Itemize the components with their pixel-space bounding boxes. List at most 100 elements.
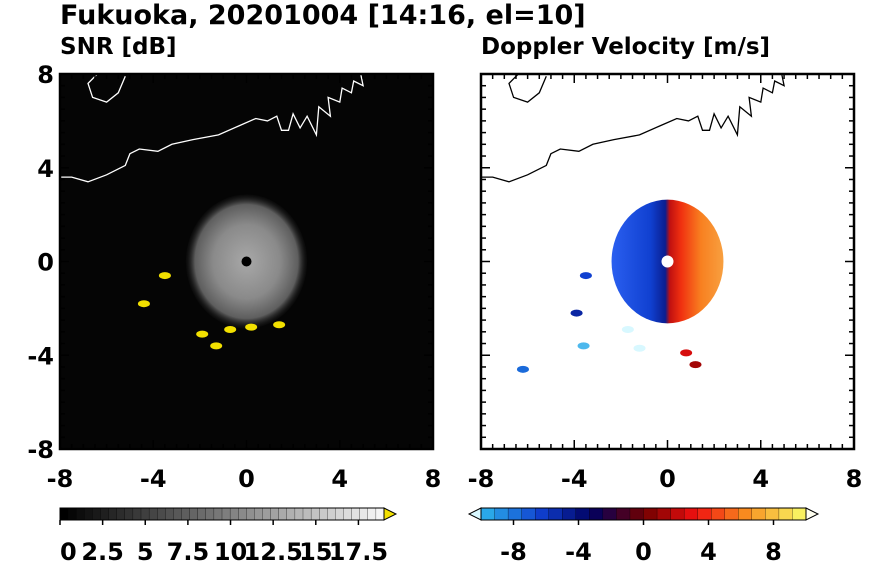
echo-cluster [680,349,693,357]
colorbar-segment [697,507,712,521]
colorbar-tick-label: 0 [60,538,77,566]
snr-axis-ticks: -8 -4 0 4 8 -8 -4 0 4 8 [27,61,441,493]
radar-site-marker [241,256,252,267]
colorbar-tick-label: 7.5 [167,538,210,566]
colorbar-segment [367,507,377,521]
colorbar-segment [751,507,766,521]
colorbar-tick-label: 4 [700,538,717,566]
colorbar-segment [480,507,495,521]
figure-title: Fukuoka, 20201004 [14:16, el=10] [60,0,586,31]
colorbar-segment [294,507,304,521]
x-tick-label: 4 [331,465,348,493]
colorbar-segment [197,507,207,521]
colorbar-segment [683,507,699,521]
colorbar-segment [221,507,231,521]
colorbar-extend-max [383,507,398,521]
colorbar-segment [335,507,344,521]
colorbar-segment [670,507,685,521]
colorbar-tick-label: 12.5 [244,538,303,566]
coastline-path [481,74,786,183]
radar-site-marker [661,255,674,268]
colorbar-segment [778,507,793,521]
echo-cluster [245,323,258,331]
colorbar-segment [100,507,110,521]
colorbar-extend-max [805,507,820,521]
doppler-panel-title: Doppler Velocity [m/s] [481,34,771,60]
colorbar-segment [521,507,536,521]
y-tick-label: 0 [37,249,54,277]
colorbar-tick-label: -4 [565,538,592,566]
colorbar-segment [319,507,328,521]
colorbar-segment [262,507,272,521]
echo-cluster [570,309,583,317]
x-tick-label: 0 [659,465,676,493]
colorbar-tick-label: 10 [214,538,247,566]
colorbar-segment [116,507,126,521]
colorbar-segment [140,507,150,521]
echo-cluster [579,272,592,280]
colorbar-segment [535,507,550,521]
echo-cluster [210,342,223,350]
echo-cluster [577,342,590,350]
coastline-path [60,74,365,183]
colorbar-segment [765,507,780,521]
colorbar-segment [165,507,174,521]
colorbar-segment [359,507,369,521]
colorbar-segment [602,507,617,521]
echo-cluster [273,321,286,329]
colorbar-segment [286,507,296,521]
coastline [481,74,786,183]
echo-cluster [196,330,209,338]
colorbar-segment [738,507,753,521]
x-tick-label: -8 [47,465,74,493]
doppler-panel: -8 -4 0 4 8 [468,72,863,493]
colorbar-tick-label: 5 [137,538,154,566]
colorbar-segment [254,507,263,521]
echo-cluster [137,300,150,308]
colorbar-segment [629,507,644,521]
colorbar-segment [246,507,255,521]
colorbar-segment [278,507,288,521]
colorbar-segment [616,507,631,521]
colorbar-segment [724,507,739,521]
colorbar-segment [310,507,320,521]
snr-panel: -8 -4 0 4 8 -8 -4 0 4 8 [27,61,441,493]
x-tick-label: 4 [752,465,769,493]
colorbar-tick-label: 17.5 [329,538,388,566]
colorbar-segment [181,507,191,521]
y-tick-label: 4 [37,155,54,183]
colorbar-segment [589,507,604,521]
colorbar-segment [213,507,223,521]
x-tick-label: -8 [468,465,495,493]
echo-cluster [633,344,646,352]
coastline-path [508,74,547,103]
colorbar-segment [76,507,85,521]
colorbar-segment [157,507,166,521]
colorbar-segment [108,507,118,521]
colorbar-tick-label: 2.5 [81,538,124,566]
echo-cluster [516,365,529,373]
colorbar-segment [343,507,353,521]
echo-cluster [689,361,702,369]
colorbar-tick-label: 8 [765,538,782,566]
colorbar-segment [302,507,312,521]
echo-cluster [621,325,634,333]
x-tick-label: 8 [846,465,863,493]
y-tick-label: 8 [37,61,54,89]
y-tick-label: -4 [27,342,54,370]
doppler-clusters [516,272,702,373]
colorbar-segment [351,507,361,521]
colorbar-extend-min [467,507,482,521]
colorbar-segment [92,507,101,521]
colorbar-segment [148,507,158,521]
colorbar-tick-label: 0 [635,538,652,566]
doppler-colorbar: -8 -4 0 4 8 [467,507,820,566]
colorbar-segment [173,507,182,521]
coastline [60,74,365,183]
echo-cluster [224,325,237,333]
colorbar-segment [643,507,658,521]
colorbar-segment [375,507,385,521]
colorbar-segment [238,507,247,521]
coastline-path [87,74,126,103]
